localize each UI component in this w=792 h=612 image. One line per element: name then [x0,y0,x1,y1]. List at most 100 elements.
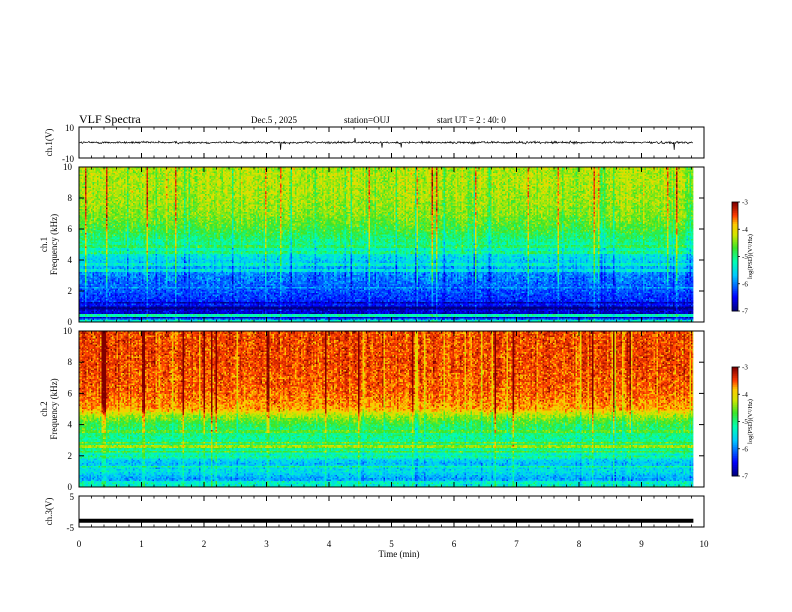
spectrogram-cell [84,197,86,200]
spectrogram-cell [115,269,117,272]
spectrogram-cell [123,241,125,244]
spectrogram-cell [115,203,117,209]
spectrogram-cell [93,317,95,320]
spectrogram-cell [105,307,107,310]
spectrogram-cell [120,296,122,299]
spectrogram-cell [120,211,122,216]
spectrogram-cell [91,290,93,293]
spectrogram-cell [91,181,93,184]
spectrogram-cell [118,235,120,238]
spectrogram-cell [118,209,120,212]
spectrogram-cell [114,263,116,266]
spectrogram-cell [123,175,125,178]
spectrogram-cell [94,250,96,253]
spectrogram-cell [115,182,117,188]
spectrogram-cell [108,232,110,235]
spectrogram-cell [91,304,93,307]
spectrogram-cell [96,217,98,220]
spectrogram-cell [120,247,122,252]
spectrogram-cell [93,257,95,260]
spectrogram-cell [87,245,89,250]
spectrogram-cell [90,290,92,295]
spectrogram-cell [111,310,113,315]
spectrogram-cell [82,181,84,184]
spectrogram-cell [90,191,92,194]
spectrogram-cell [81,184,83,190]
spectrogram-cell [118,286,120,289]
spectrogram-cell [90,205,92,208]
spectrogram-cell [114,256,116,259]
spectrogram-cell [106,269,108,272]
spectrogram-cell [85,272,87,275]
spectrogram-cell [118,215,120,221]
start-time-label: start UT = 2 : 40: 0 [437,115,506,125]
spectrogram-cell [126,196,128,204]
spectrogram-cell [85,217,87,220]
spectrogram-cell [88,236,90,239]
spectrogram-cell [87,266,89,269]
spectrogram-cell [121,233,123,236]
spectrogram-cell [88,281,90,284]
spectrogram-cell [91,248,93,253]
spectrogram-cell [81,280,83,283]
spectrogram-cell [112,254,114,257]
spectrogram-cell [117,184,119,187]
spectrogram-cell [84,292,86,295]
spectrogram-cell [87,205,89,208]
spectrogram-cell [96,259,98,262]
spectrogram-cell [124,256,126,259]
spectrogram-cell [105,239,107,242]
ch1-spectrogram-panel: 0246810ch.1 Frequency (kHz) [39,162,704,327]
spectrogram-cell [120,173,122,178]
spectrogram-cell [84,188,86,193]
spectrogram-cell [99,233,101,236]
spectrogram-cell [108,209,110,212]
spectrogram-cell [97,296,99,299]
spectrogram-cell [100,245,102,248]
spectrogram-cell [123,187,125,192]
spectrogram-cell [102,241,104,247]
spectrogram-cell [108,269,110,272]
spectrogram-cell [96,167,98,173]
spectrogram-cell [124,188,126,191]
spectrogram-cell [93,280,95,285]
spectrogram-cell [124,280,126,285]
spectrogram-cell [99,262,101,267]
spectrogram-cell [117,170,119,173]
spectrogram-cell [90,208,92,211]
spectrogram-cell [112,185,114,191]
spectrogram-cell [90,197,92,200]
spectrogram-cell [124,217,126,220]
spectrogram-cell [94,278,96,281]
spectrogram-cell [93,224,95,227]
spectrogram-cell [108,197,110,202]
spectrogram-cell [93,211,95,214]
spectrogram-cell [82,311,84,314]
spectrogram-cell [120,289,122,292]
spectrogram-cell [124,226,126,229]
spectrogram-cell [97,224,99,227]
spectrogram-cell [120,190,122,193]
spectrogram-cell [121,238,123,246]
spectrogram-cell [84,200,86,205]
spectrogram-cell [84,244,86,247]
spectrogram-cell [88,266,90,269]
spectrogram-cell [84,278,86,281]
spectrogram-cell [103,185,105,190]
spectrogram-cell [120,179,122,184]
spectrogram-cell [120,310,122,315]
spectrogram-cell [84,248,86,251]
spectrogram-cell [93,236,95,239]
spectrogram-cell [126,235,128,241]
spectrogram-cell [123,238,125,241]
spectrogram-cell [121,310,123,315]
spectrogram-cell [96,176,98,181]
spectrogram-cell [99,185,101,188]
spectrogram-cell [90,230,92,233]
spectrogram-cell [115,296,117,299]
spectrogram-cell [121,245,123,248]
ch1-waveform-trace [79,138,693,150]
spectrogram-cell [111,307,113,310]
spectrogram-cell [112,299,114,304]
